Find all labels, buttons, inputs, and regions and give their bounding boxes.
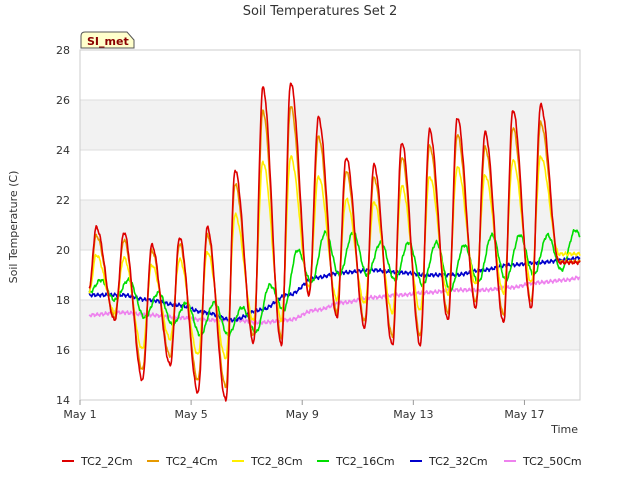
y-tick-label: 16 <box>56 344 70 357</box>
background-band <box>80 100 580 150</box>
legend-item-tc2_16cm: TC2_16Cm <box>317 455 395 468</box>
background-bands <box>80 50 580 400</box>
site-badge: SI_met <box>80 31 135 49</box>
x-tick-label: May 9 <box>286 408 319 421</box>
y-axis-ticks: 14 16 18 20 22 24 26 28 <box>56 44 70 407</box>
background-band <box>80 150 580 200</box>
badge-shape <box>80 31 135 49</box>
legend-label: TC2_32Cm <box>428 455 488 468</box>
legend-item-tc2_32cm: TC2_32Cm <box>410 455 488 468</box>
x-tick-label: May 1 <box>63 408 96 421</box>
legend-item-tc2_50cm: TC2_50Cm <box>504 455 582 468</box>
y-tick-label: 22 <box>56 194 70 207</box>
series-line-tc2_2cm <box>88 82 581 402</box>
legend-label: TC2_50Cm <box>522 455 582 468</box>
chart-title: Soil Temperatures Set 2 <box>243 4 398 19</box>
x-axis-title: Time <box>550 423 578 436</box>
legend-item-tc2_8cm: TC2_8Cm <box>232 455 303 468</box>
legend-label: TC2_16Cm <box>335 455 395 468</box>
x-tick-label: May 5 <box>174 408 207 421</box>
y-tick-label: 20 <box>56 244 70 257</box>
x-tick-label: May 17 <box>504 408 544 421</box>
y-tick-label: 14 <box>56 394 70 407</box>
y-tick-label: 28 <box>56 44 70 57</box>
legend-label: TC2_8Cm <box>250 455 303 468</box>
legend-label: TC2_2Cm <box>80 455 133 468</box>
badge-label: SI_met <box>87 35 129 48</box>
legend-label: TC2_4Cm <box>165 455 218 468</box>
series-line-tc2_8cm <box>88 155 581 360</box>
plot-area-border <box>79 49 581 401</box>
series-lines <box>88 82 581 402</box>
legend: TC2_2Cm TC2_4Cm TC2_8Cm TC2_16Cm TC2_32Cm TC2… <box>62 455 582 468</box>
background-band <box>80 50 580 100</box>
series-line-tc2_16cm <box>88 229 581 338</box>
legend-item-tc2_4cm: TC2_4Cm <box>147 455 218 468</box>
y-tick-label: 24 <box>56 144 70 157</box>
legend-item-tc2_2cm: TC2_2Cm <box>62 455 133 468</box>
y-tick-label: 26 <box>56 94 70 107</box>
y-axis-title: Soil Temperature (C) <box>7 171 20 284</box>
y-tick-label: 18 <box>56 294 70 307</box>
background-band <box>80 350 580 400</box>
x-tick-label: May 13 <box>393 408 433 421</box>
x-axis-ticks: May 1 May 5 May 9 May 13 May 17 <box>63 400 545 421</box>
